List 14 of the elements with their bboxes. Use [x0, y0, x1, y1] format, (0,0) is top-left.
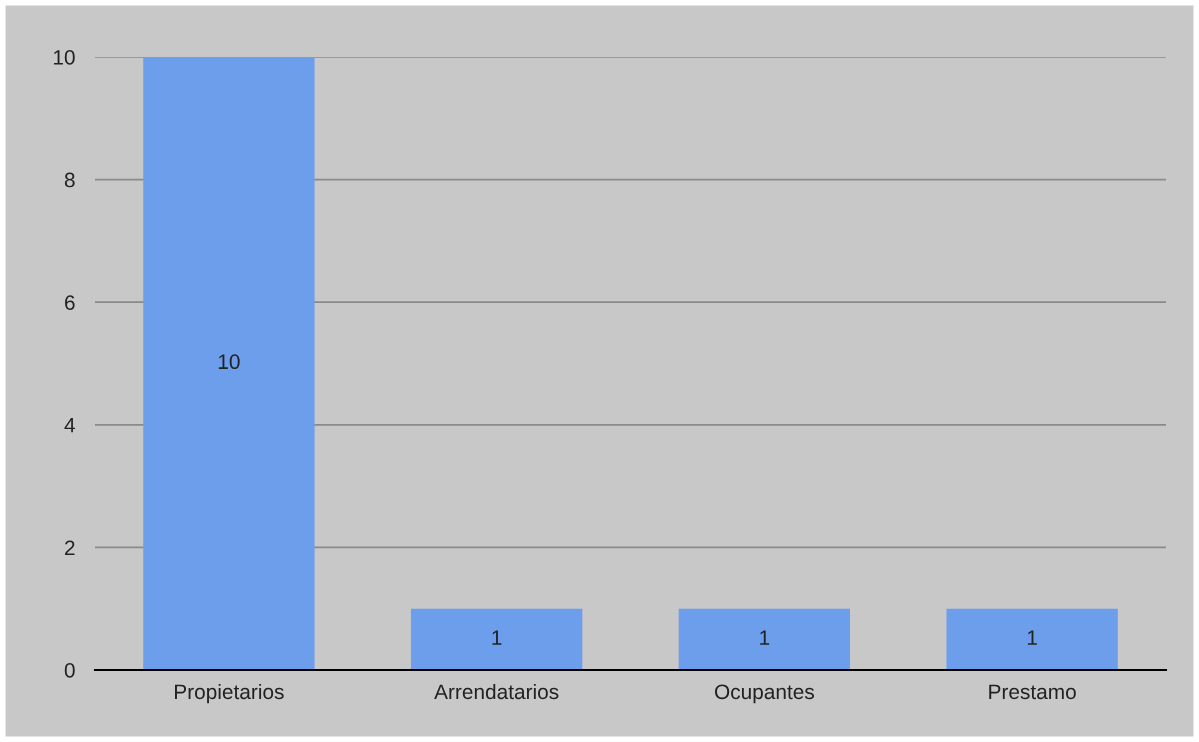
x-tick-label: Propietarios — [175, 683, 284, 704]
x-tick-label: Ocupantes — [714, 684, 815, 704]
data-label: 1 — [1027, 630, 1037, 645]
x-tick-label: Arrendatarios — [434, 683, 559, 700]
data-label: 10 — [218, 354, 240, 370]
y-tick-label: 6 — [65, 295, 75, 310]
y-tick-label: 0 — [64, 663, 75, 678]
data-label: 1 — [492, 630, 502, 645]
y-tick-label: 4 — [64, 418, 75, 433]
x-tick-label: Prestamo — [989, 684, 1076, 700]
y-tick-label: 8 — [64, 172, 75, 188]
data-label: 1 — [760, 630, 770, 645]
y-tick-label: 10 — [53, 50, 75, 65]
y-tick-label: 2 — [65, 540, 75, 555]
